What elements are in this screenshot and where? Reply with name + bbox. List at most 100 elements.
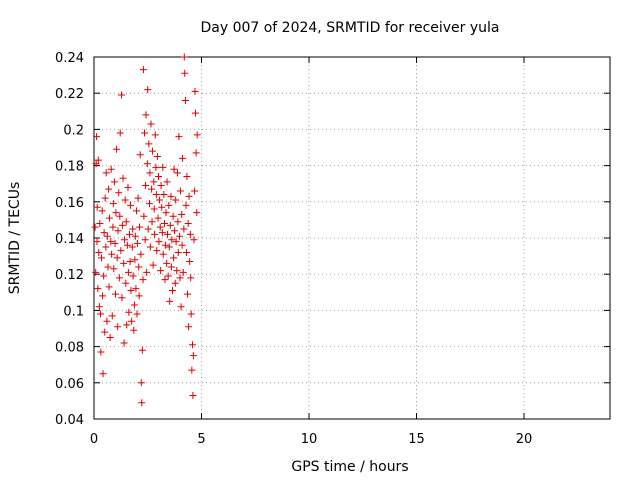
data-point — [152, 163, 160, 171]
x-tick-label: 0 — [90, 432, 98, 447]
data-point — [110, 265, 118, 273]
data-point — [115, 189, 123, 197]
data-point — [144, 225, 152, 233]
data-point — [115, 274, 123, 282]
data-point — [120, 259, 128, 267]
data-point — [108, 250, 116, 258]
data-point — [96, 220, 104, 228]
data-point — [151, 230, 159, 238]
data-point — [164, 272, 172, 280]
data-point — [159, 163, 167, 171]
data-point — [103, 317, 111, 325]
y-tick-label: 0.08 — [55, 341, 84, 356]
data-point — [102, 243, 110, 251]
data-point — [131, 232, 139, 240]
y-axis-label: SRMTID / TECUs — [7, 182, 23, 295]
data-point — [175, 133, 183, 141]
data-point — [186, 258, 194, 266]
data-point — [182, 248, 190, 256]
data-point — [159, 250, 167, 258]
data-point — [157, 182, 165, 190]
data-point — [162, 209, 170, 217]
data-point — [95, 303, 103, 311]
data-point — [161, 220, 169, 228]
data-point — [184, 290, 192, 298]
data-point — [124, 183, 132, 191]
x-tick-label: 20 — [516, 432, 533, 447]
data-point — [113, 145, 121, 153]
data-point — [174, 218, 182, 226]
data-point — [137, 379, 145, 387]
data-point — [153, 247, 161, 255]
data-point — [129, 272, 137, 280]
data-point — [176, 187, 184, 195]
data-point — [128, 317, 136, 325]
data-point — [181, 69, 189, 77]
data-point — [148, 185, 156, 193]
data-point — [99, 370, 107, 378]
data-point — [101, 328, 109, 336]
data-point — [165, 201, 173, 209]
y-tick-label: 0.04 — [55, 413, 84, 428]
data-point — [131, 256, 139, 264]
chart-title: Day 007 of 2024, SRMTID for receiver yul… — [200, 20, 499, 36]
data-point — [146, 169, 154, 177]
data-point — [185, 323, 193, 331]
data-point — [105, 214, 113, 222]
data-point — [138, 346, 146, 354]
data-point — [161, 241, 169, 249]
data-point — [157, 267, 165, 275]
data-point — [150, 205, 158, 213]
data-point — [151, 131, 159, 139]
data-point — [101, 194, 109, 202]
data-point — [93, 238, 101, 246]
data-point — [92, 268, 100, 276]
data-point — [146, 243, 154, 251]
data-point — [109, 200, 117, 208]
data-point — [163, 259, 171, 267]
data-point — [124, 268, 132, 276]
data-point — [130, 301, 138, 309]
data-point — [158, 203, 166, 211]
data-point — [139, 66, 147, 74]
data-point — [136, 223, 144, 231]
data-point — [94, 285, 102, 293]
data-point — [110, 178, 118, 186]
data-point — [119, 174, 127, 182]
data-point — [135, 263, 143, 271]
data-point — [106, 334, 114, 342]
data-point — [141, 129, 149, 137]
data-point — [168, 236, 176, 244]
data-point — [114, 323, 122, 331]
data-point — [109, 223, 117, 231]
data-point — [94, 156, 102, 164]
data-point — [105, 185, 113, 193]
data-point — [118, 294, 126, 302]
data-point — [173, 267, 181, 275]
x-tick-label: 15 — [408, 432, 425, 447]
data-point — [147, 120, 155, 128]
data-point — [122, 218, 130, 226]
data-point — [187, 274, 195, 282]
data-point — [136, 151, 144, 159]
data-points — [91, 53, 201, 407]
data-point — [148, 147, 156, 155]
y-tick-label: 0.18 — [55, 160, 84, 175]
data-point — [97, 348, 105, 356]
data-point — [178, 241, 186, 249]
data-point — [156, 223, 164, 231]
data-point — [129, 225, 137, 233]
data-point — [108, 312, 116, 320]
data-point — [191, 187, 199, 195]
grid-lines — [94, 57, 610, 419]
data-point — [167, 263, 175, 271]
x-tick-label: 10 — [301, 432, 318, 447]
data-point — [125, 308, 133, 316]
y-tick-label: 0.06 — [55, 377, 84, 392]
data-point — [116, 129, 124, 137]
data-point — [182, 201, 190, 209]
data-point — [168, 286, 176, 294]
x-axis-label: GPS time / hours — [291, 459, 408, 475]
data-point — [93, 133, 101, 141]
data-point — [179, 268, 187, 276]
